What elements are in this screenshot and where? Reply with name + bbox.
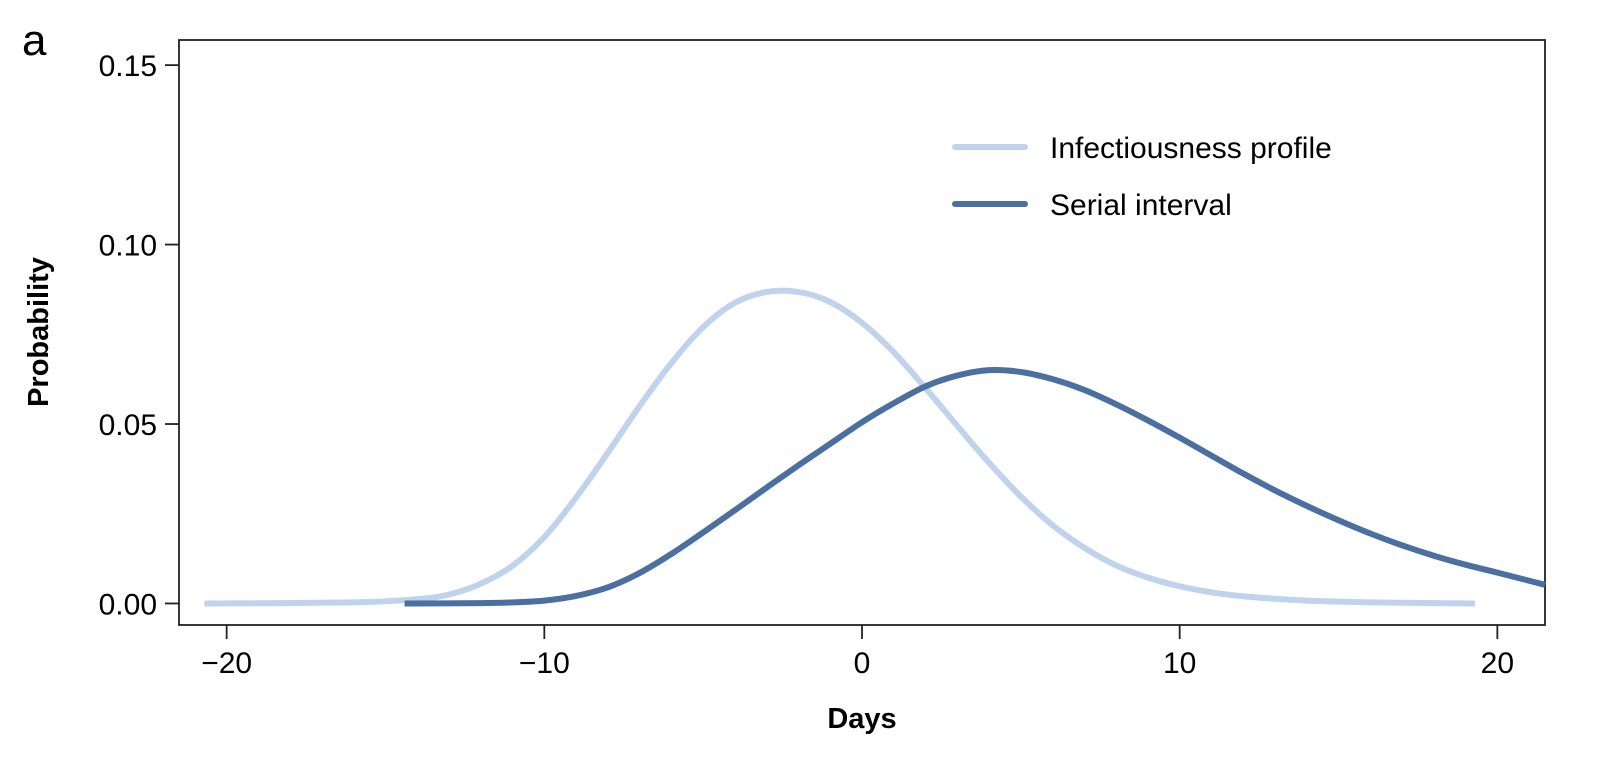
panel-label: a bbox=[22, 16, 47, 65]
y-tick-label: 0.15 bbox=[99, 50, 157, 83]
y-tick-label: 0.10 bbox=[99, 230, 157, 263]
plot-frame bbox=[178, 39, 1546, 626]
x-axis: −20 −10 0 10 20 bbox=[201, 625, 1514, 680]
x-tick-label: −10 bbox=[519, 647, 570, 680]
legend-label-infectiousness: Infectiousness profile bbox=[1050, 132, 1332, 165]
series-line-infectiousness bbox=[204, 287, 1476, 607]
x-tick-label: 20 bbox=[1481, 647, 1514, 680]
y-tick-label: 0.05 bbox=[99, 409, 157, 442]
x-tick-label: 10 bbox=[1163, 647, 1196, 680]
x-axis-title: Days bbox=[827, 703, 896, 735]
x-tick-label: 0 bbox=[854, 647, 871, 680]
series-line-serial-interval bbox=[404, 367, 1546, 607]
legend-label-serial-interval: Serial interval bbox=[1050, 189, 1232, 222]
series-group bbox=[204, 287, 1546, 607]
y-axis: 0.00 0.05 0.10 0.15 bbox=[99, 50, 179, 621]
legend: Infectiousness profile Serial interval bbox=[952, 132, 1332, 222]
y-tick-label: 0.00 bbox=[99, 588, 157, 621]
y-axis-title: Probability bbox=[23, 257, 55, 407]
x-tick-label: −20 bbox=[201, 647, 252, 680]
